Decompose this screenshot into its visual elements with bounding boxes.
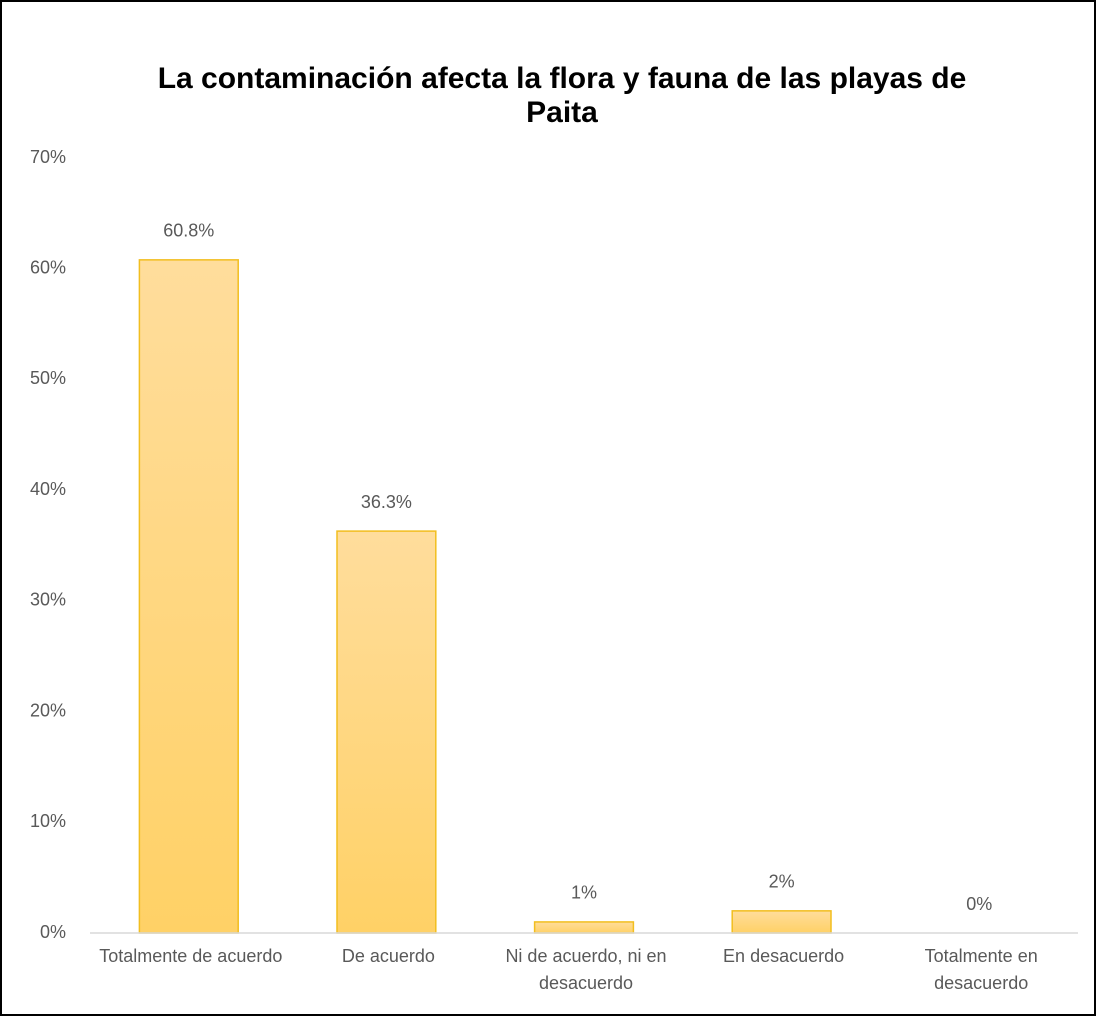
data-label: 60.8% (163, 221, 214, 241)
y-tick-label: 10% (30, 811, 66, 831)
y-tick-label: 0% (40, 922, 66, 942)
data-label: 2% (769, 872, 795, 892)
bar (731, 910, 832, 934)
data-label: 36.3% (361, 492, 412, 512)
x-tick-label: De acuerdo (341, 946, 435, 966)
bar (336, 530, 437, 934)
y-tick-label: 70% (30, 147, 66, 167)
data-label: 1% (571, 883, 597, 903)
x-tick-label: Ni de acuerdo, ni en desacuerdo (505, 946, 667, 993)
x-tick-label: Totalmente de acuerdo (99, 946, 283, 966)
x-tick-label: Totalmente en desacuerdo (924, 946, 1038, 993)
bar (533, 921, 635, 934)
y-tick-label: 50% (30, 368, 66, 388)
y-tick-label: 60% (30, 257, 66, 277)
y-tick-label: 40% (30, 479, 66, 499)
data-label: 0% (966, 894, 992, 914)
bar (138, 259, 239, 934)
x-tick-label: En desacuerdo (723, 946, 845, 966)
y-tick-label: 20% (30, 700, 66, 720)
chart-title: La contaminación afecta la flora y fauna… (157, 62, 967, 129)
y-tick-label: 30% (30, 590, 66, 610)
